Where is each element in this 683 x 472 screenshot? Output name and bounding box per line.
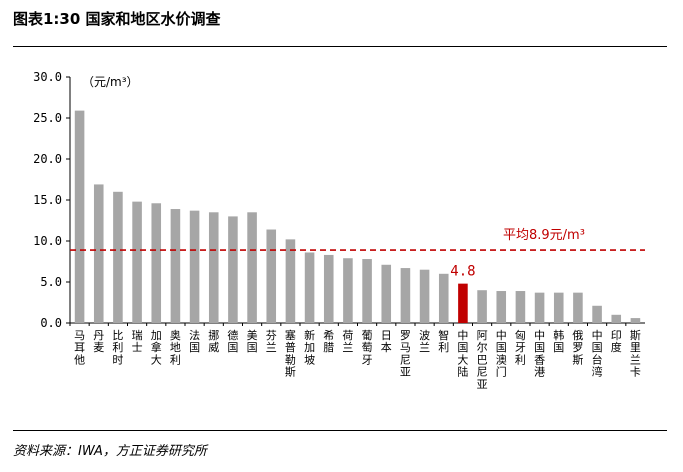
category-label: 波兰 [419, 329, 430, 354]
bar-chart: 0.0 5.0 10.0 15.0 20.0 25.0 30.0 马耳他丹麦比利时瑞士加拿大… [33, 70, 645, 391]
bar [285, 239, 296, 323]
category-label: 匈牙利 [515, 328, 526, 366]
category-label: 中国香港 [534, 329, 545, 379]
category-label: 美国 [247, 329, 258, 354]
label-layer: 马耳他丹麦比利时瑞士加拿大奥地利法国挪威德国美国芬兰塞普勒斯新加坡希腊荷兰葡萄牙… [74, 264, 641, 391]
category-label: 斯里兰卡 [630, 329, 641, 379]
bar [381, 264, 392, 323]
average-label: 平均8.9元/m³ [503, 228, 585, 243]
bar [266, 229, 277, 323]
category-label: 芬兰 [266, 329, 277, 354]
category-label: 希腊 [323, 328, 334, 354]
category-label: 俄罗斯 [572, 329, 583, 366]
y-tick-label: 0.0 [40, 316, 62, 330]
category-label: 挪威 [208, 328, 219, 354]
y-tick-label: 10.0 [33, 234, 62, 248]
bar [343, 258, 353, 323]
bar [93, 184, 104, 323]
bar [113, 191, 123, 323]
category-label: 中国澳门 [496, 329, 507, 379]
category-label: 马耳他 [74, 329, 85, 366]
bar-highlight [458, 283, 468, 323]
bar [496, 291, 507, 323]
bar [419, 269, 430, 323]
bar [438, 273, 449, 323]
bar [247, 212, 257, 323]
bar [477, 290, 487, 323]
category-label: 比利时 [112, 329, 123, 366]
bar [592, 305, 602, 323]
category-label: 韩国 [553, 328, 564, 354]
bar [362, 259, 372, 323]
category-label: 奥地利 [170, 328, 181, 366]
category-label: 丹麦 [93, 329, 104, 354]
y-tick-label: 5.0 [40, 275, 62, 289]
bar [304, 252, 315, 323]
unit-label: （元/m³） [82, 75, 139, 89]
category-label: 法国 [189, 328, 200, 354]
category-label: 塞普勒斯 [285, 328, 296, 379]
bar [132, 201, 142, 323]
bar [74, 110, 85, 324]
category-label: 荷兰 [342, 329, 353, 354]
category-label: 印度 [611, 329, 622, 354]
bar [323, 254, 334, 323]
category-label: 阿尔巴尼亚 [477, 329, 488, 391]
bar [189, 210, 200, 323]
category-label: 中国台湾 [592, 329, 603, 379]
category-label: 加拿大 [151, 329, 162, 366]
y-tick-label: 15.0 [33, 193, 62, 207]
y-tick-label: 20.0 [33, 152, 62, 166]
chart-title: 图表1:30 国家和地区水价调查 [13, 10, 221, 28]
category-label: 中国大陆 [457, 329, 468, 379]
y-tick-label: 25.0 [33, 111, 62, 125]
axis-layer: 0.0 5.0 10.0 15.0 20.0 25.0 30.0 [33, 70, 645, 330]
bar [534, 292, 545, 323]
category-label: 智利 [438, 328, 449, 354]
bottom-rule [13, 430, 667, 431]
bar [515, 291, 526, 323]
category-label: 瑞士 [132, 328, 143, 354]
category-label: 德国 [227, 328, 238, 354]
source-note: 资料来源：IWA，方正证券研究所 [13, 444, 207, 459]
bar [553, 292, 564, 323]
y-tick-label: 30.0 [33, 70, 62, 84]
category-label: 日本 [381, 329, 392, 354]
bar [630, 318, 641, 323]
category-label: 罗马尼亚 [400, 329, 411, 379]
bar [170, 209, 181, 323]
data-label-highlight: 4.8 [450, 264, 475, 280]
category-label: 葡萄牙 [362, 329, 373, 366]
bar [573, 292, 583, 323]
category-label: 新加坡 [304, 328, 315, 366]
bar [151, 203, 162, 323]
bar-layer [74, 110, 641, 324]
bar [611, 314, 622, 323]
top-rule [13, 46, 667, 47]
bar [400, 268, 411, 323]
bar [228, 216, 238, 323]
bar [208, 212, 219, 323]
